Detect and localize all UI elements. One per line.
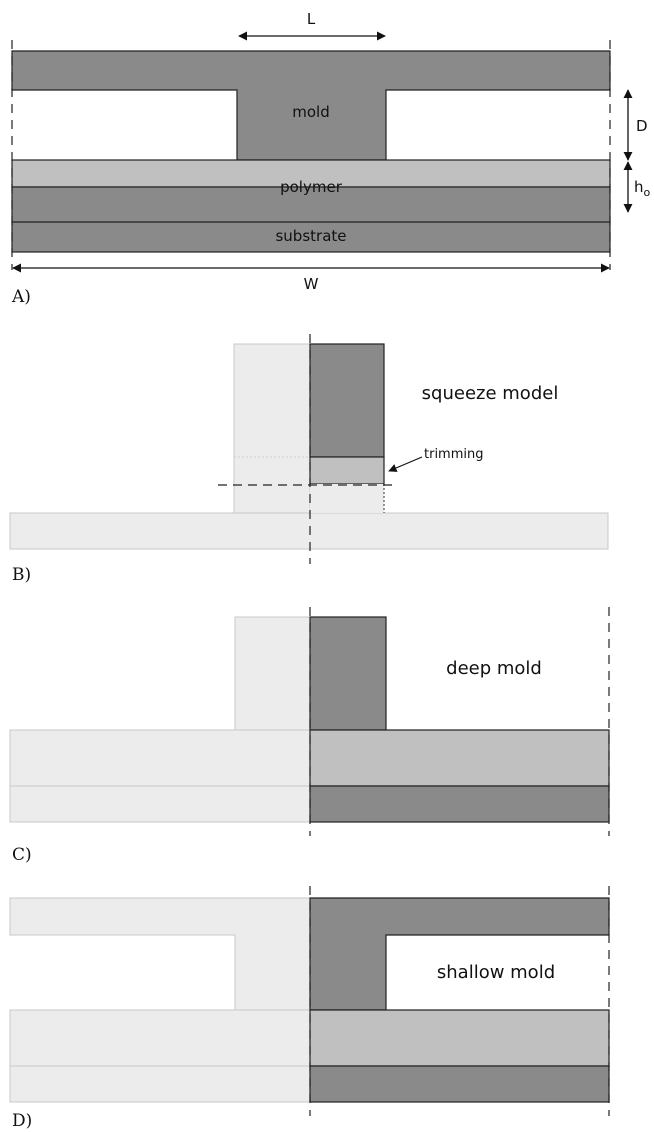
ghost-substrate [9, 1065, 311, 1103]
panel-c-title: deep mold [446, 658, 542, 679]
panel-a: L D ho W mold polymer substrate A) [11, 10, 651, 307]
ghost-pillar [233, 343, 311, 514]
ghost-substrate [9, 785, 311, 823]
ghost-polymer [9, 729, 311, 787]
panel-c: deep mold C) [9, 607, 610, 865]
trimming-arrow [388, 456, 423, 472]
panel-b: trimming squeeze model B) [9, 334, 609, 585]
trimming-label: trimming [424, 447, 483, 462]
panel-a-label: A) [11, 287, 31, 307]
polymer-layer [309, 729, 610, 787]
substrate-layer [309, 1065, 610, 1103]
mold-pillar [309, 343, 385, 458]
panel-d-label: D) [12, 1111, 32, 1131]
ghost-pillar [234, 616, 311, 731]
panel-b-title: squeeze model [422, 383, 559, 404]
trimmed-polymer [309, 456, 385, 485]
ghost-mold [9, 897, 311, 1011]
mold-shape [309, 897, 610, 1011]
dim-h-label: ho [634, 178, 651, 199]
substrate-layer [11, 186, 611, 253]
ghost-substrate [9, 512, 609, 550]
ghost-polymer [9, 1009, 311, 1067]
panel-c-label: C) [12, 845, 32, 865]
panel-d-title: shallow mold [437, 962, 555, 983]
dim-w-label: W [304, 275, 319, 293]
dim-l-label: L [307, 10, 316, 28]
polymer-label: polymer [280, 178, 343, 196]
substrate-layer [309, 785, 610, 823]
panel-d: shallow mold D) [9, 886, 610, 1131]
substrate-label: substrate [275, 227, 346, 245]
mold-pillar [309, 616, 387, 731]
polymer-layer [309, 1009, 610, 1067]
panel-b-label: B) [12, 565, 31, 585]
mold-label: mold [292, 103, 329, 121]
dim-d-label: D [636, 117, 648, 135]
polymer-below [310, 484, 384, 513]
